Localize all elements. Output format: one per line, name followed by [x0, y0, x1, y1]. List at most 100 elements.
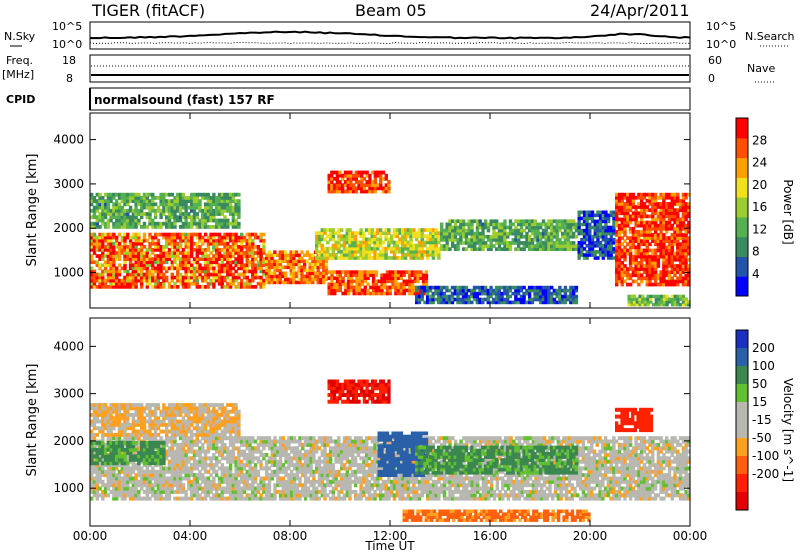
- power-cell: [240, 248, 244, 252]
- velocity-cell: [173, 476, 177, 481]
- power-cell: [601, 250, 605, 254]
- power-cell: [351, 249, 355, 254]
- power-cell: [328, 237, 333, 242]
- power-cell: [380, 282, 384, 287]
- power-cell: [617, 239, 622, 243]
- power-cell: [323, 246, 327, 251]
- power-cell: [634, 205, 638, 209]
- velocity-cell: [167, 463, 172, 468]
- power-cell: [478, 234, 482, 239]
- power-cell: [203, 218, 208, 223]
- power-cell: [417, 246, 422, 251]
- power-cell: [192, 212, 197, 216]
- power-cell: [678, 226, 683, 231]
- velocity-cell: [120, 479, 124, 484]
- power-cell: [634, 257, 638, 262]
- power-cell: [148, 241, 152, 246]
- power-cell: [617, 245, 622, 250]
- power-cell: [181, 221, 186, 226]
- power-cell: [525, 234, 529, 239]
- velocity-cell: [162, 496, 166, 501]
- power-cell: [541, 244, 546, 248]
- power-cell: [173, 257, 177, 261]
- power-cell: [156, 245, 161, 249]
- velocity-cell: [181, 476, 186, 481]
- velocity-cell: [90, 436, 94, 441]
- power-cell: [117, 208, 122, 213]
- power-cell: [667, 214, 672, 219]
- power-cell: [184, 208, 188, 213]
- power-cell: [623, 239, 627, 243]
- power-cell: [626, 202, 630, 206]
- power-cell: [123, 241, 127, 246]
- power-cell: [617, 273, 622, 278]
- power-cell: [343, 183, 348, 188]
- power-cell: [162, 202, 166, 207]
- power-cell: [134, 225, 138, 229]
- velocity-cell: [153, 479, 158, 484]
- noise-panel: N.Sky N.Search 10^5 10^0 10^5 10^0: [4, 20, 795, 51]
- power-cell: [198, 205, 202, 210]
- power-cell: [90, 232, 94, 237]
- power-cell: [420, 228, 424, 232]
- power-cell: [117, 248, 122, 252]
- power-cell: [617, 270, 622, 274]
- power-cell: [673, 297, 677, 301]
- power-cell: [284, 265, 288, 270]
- power-cell: [349, 282, 354, 287]
- noise-sky-line: [89, 30, 691, 40]
- power-cell: [643, 297, 648, 301]
- power-cell: [630, 294, 634, 299]
- power-cell: [106, 196, 111, 200]
- velocity-cell: [145, 476, 149, 481]
- velocity-cell: [192, 459, 197, 464]
- power-cell: [392, 240, 397, 245]
- power-cell: [684, 230, 688, 234]
- power-cell: [95, 248, 99, 252]
- power-cell: [640, 242, 644, 247]
- power-cell: [373, 176, 377, 181]
- power-cell: [409, 231, 413, 235]
- power-cell: [437, 231, 441, 235]
- power-cell: [642, 214, 647, 219]
- power-cell: [495, 241, 499, 245]
- velocity-cell: [237, 439, 241, 444]
- velocity-cell: [151, 469, 155, 474]
- power-cell: [333, 288, 337, 293]
- power-cell: [342, 256, 347, 260]
- power-cell: [134, 218, 138, 223]
- power-cell: [112, 260, 116, 265]
- power-cell: [574, 222, 579, 227]
- power-cell: [181, 251, 186, 255]
- power-cell: [123, 245, 127, 249]
- power-cell: [326, 249, 330, 254]
- power-cell: [115, 272, 119, 277]
- power-cell: [409, 253, 413, 257]
- power-cell: [651, 205, 655, 209]
- power-cell: [612, 216, 616, 221]
- power-cell: [101, 199, 105, 203]
- power-cell: [126, 251, 130, 255]
- power-cell: [203, 260, 208, 265]
- power-cell: [495, 222, 499, 227]
- power-cell: [181, 215, 186, 220]
- power-cell: [240, 251, 244, 255]
- velocity-cell: [234, 469, 238, 474]
- power-cell: [538, 294, 543, 299]
- power-cell: [212, 199, 216, 203]
- power-cell: [588, 253, 592, 257]
- velocity-cell: [115, 496, 119, 501]
- velocity-cell: [198, 476, 202, 481]
- power-cell: [273, 250, 277, 254]
- power-cell: [665, 245, 669, 250]
- power-cell: [126, 192, 130, 197]
- power-cell: [327, 180, 331, 184]
- power-cell: [156, 272, 161, 277]
- power-cell: [637, 230, 641, 234]
- power-cell: [620, 192, 624, 197]
- power-cell: [638, 294, 642, 299]
- power-cell: [184, 266, 188, 271]
- velocity-cell: [167, 459, 172, 464]
- power-cell: [580, 250, 584, 254]
- power-cell: [134, 238, 138, 243]
